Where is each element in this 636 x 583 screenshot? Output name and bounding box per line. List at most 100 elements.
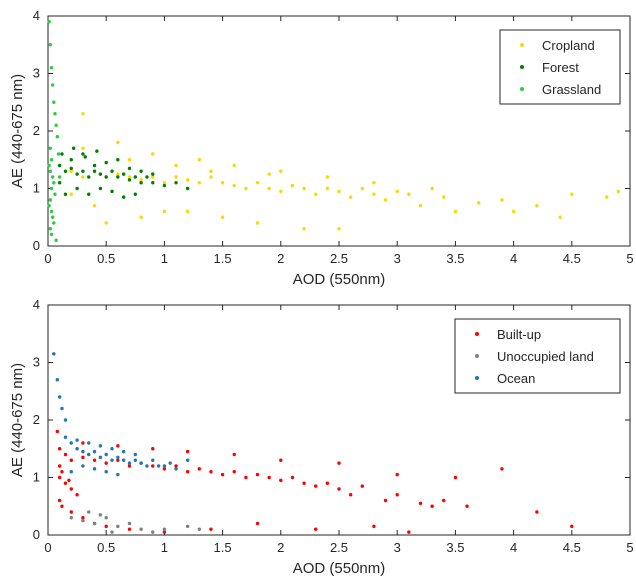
data-point <box>75 438 79 442</box>
data-point <box>337 461 341 465</box>
data-point <box>511 209 516 214</box>
data-point <box>54 238 58 242</box>
data-point <box>81 169 85 173</box>
data-point <box>63 452 68 457</box>
data-point <box>48 43 53 47</box>
data-point <box>279 458 283 462</box>
data-point <box>60 470 64 474</box>
data-point <box>442 195 446 199</box>
data-point <box>48 198 53 202</box>
series-2 <box>47 20 62 242</box>
data-point <box>255 181 260 185</box>
y-tick-label: 3 <box>33 66 40 81</box>
data-point <box>92 204 97 208</box>
x-tick-label: 0.5 <box>97 540 115 555</box>
data-point <box>232 163 236 168</box>
y-tick-label: 4 <box>33 297 40 312</box>
data-point <box>127 175 132 179</box>
x-tick-label: 1.5 <box>214 540 232 555</box>
x-tick-label: 3 <box>394 540 401 555</box>
data-point <box>110 458 114 462</box>
data-point <box>185 458 190 462</box>
data-point <box>63 435 68 439</box>
data-point <box>314 527 318 531</box>
data-point <box>127 527 132 531</box>
data-point <box>50 175 55 179</box>
data-point <box>87 192 91 196</box>
data-point <box>69 458 73 462</box>
data-point <box>83 155 87 159</box>
data-point <box>151 464 155 468</box>
data-point <box>174 175 178 179</box>
data-point <box>133 192 137 196</box>
data-point <box>81 449 85 454</box>
data-point <box>244 475 248 480</box>
legend-marker <box>520 65 524 69</box>
data-point <box>98 455 103 460</box>
data-point <box>418 204 423 208</box>
data-point <box>121 458 126 462</box>
data-point <box>81 441 85 445</box>
data-point <box>162 467 167 471</box>
data-point <box>174 467 178 471</box>
legend-label: Built-up <box>497 327 541 342</box>
data-point <box>383 198 388 202</box>
data-point <box>185 186 190 191</box>
data-point <box>116 175 120 179</box>
data-point <box>185 470 190 474</box>
data-point <box>372 524 376 529</box>
top-scatter-panel: 0 0.5 1 1.5 2 2.5 3 3.5 4 4.5 5 0 1 2 3 4 AOD (550nm) AE … <box>9 8 634 288</box>
data-point <box>47 204 51 208</box>
data-point <box>116 455 120 460</box>
data-point <box>139 461 143 465</box>
y-tick-label: 3 <box>33 355 40 370</box>
data-point <box>56 152 61 156</box>
data-point <box>162 181 167 185</box>
data-point <box>69 510 73 514</box>
y-tick-label: 0 <box>33 238 40 253</box>
data-point <box>87 510 91 514</box>
data-point <box>139 178 143 182</box>
data-point <box>337 189 341 194</box>
bottom-scatter-panel: 0 0.5 1 1.5 2 2.5 3 3.5 4 4.5 5 0 1 2 3 4 AOD (550nm) AE … <box>9 297 634 577</box>
y-tick-label: 0 <box>33 527 40 542</box>
data-point <box>279 189 283 194</box>
data-point <box>110 169 114 173</box>
legend: Cropland Forest Grassland <box>499 29 621 105</box>
data-point <box>67 478 71 483</box>
data-point <box>47 163 51 168</box>
data-point <box>121 172 126 176</box>
data-point <box>337 487 341 491</box>
data-point <box>453 475 458 480</box>
data-point <box>52 221 56 225</box>
data-point <box>52 352 56 356</box>
x-tick-label: 4.5 <box>563 251 581 266</box>
data-point <box>325 186 330 191</box>
data-point <box>197 181 202 185</box>
data-point <box>302 186 306 191</box>
data-point <box>174 464 178 468</box>
legend-label: Forest <box>542 60 579 75</box>
data-point <box>232 183 236 188</box>
data-point <box>209 169 213 173</box>
data-point <box>174 163 178 168</box>
data-point <box>127 178 132 182</box>
legend-marker <box>520 87 524 91</box>
data-point <box>81 146 85 150</box>
data-point <box>185 524 190 529</box>
data-point <box>69 192 73 196</box>
data-point <box>121 195 126 199</box>
data-point <box>53 112 57 116</box>
data-point <box>104 516 108 520</box>
data-point <box>53 192 57 196</box>
data-point <box>151 530 155 534</box>
data-point <box>69 169 73 173</box>
data-point <box>47 20 51 24</box>
x-tick-label: 5 <box>626 251 633 266</box>
data-point <box>60 504 64 508</box>
x-tick-label: 2.5 <box>330 251 348 266</box>
x-tick-label: 4.5 <box>563 540 581 555</box>
data-point <box>290 475 295 480</box>
data-point <box>75 172 79 176</box>
